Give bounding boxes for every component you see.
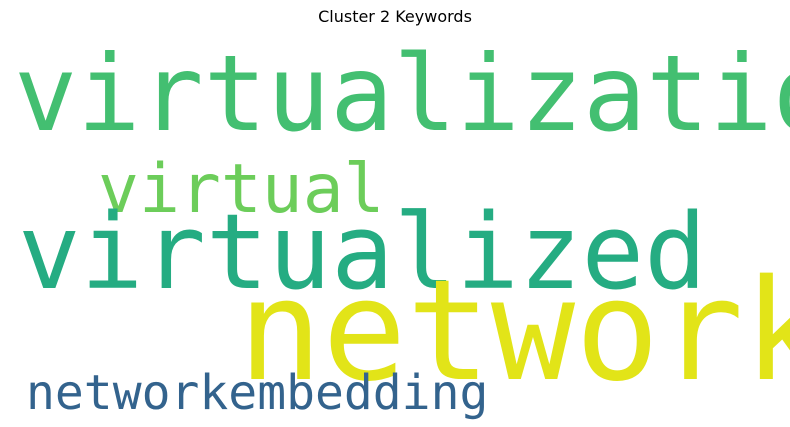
word-virtualization: virtualization	[14, 33, 790, 155]
figure-title: Cluster 2 Keywords	[318, 7, 472, 26]
word-network: network	[238, 250, 790, 413]
word-virtualized: virtualized	[18, 191, 707, 313]
word-virtual: virtual	[98, 150, 385, 229]
word-networkembedding: networkembedding	[26, 365, 489, 421]
